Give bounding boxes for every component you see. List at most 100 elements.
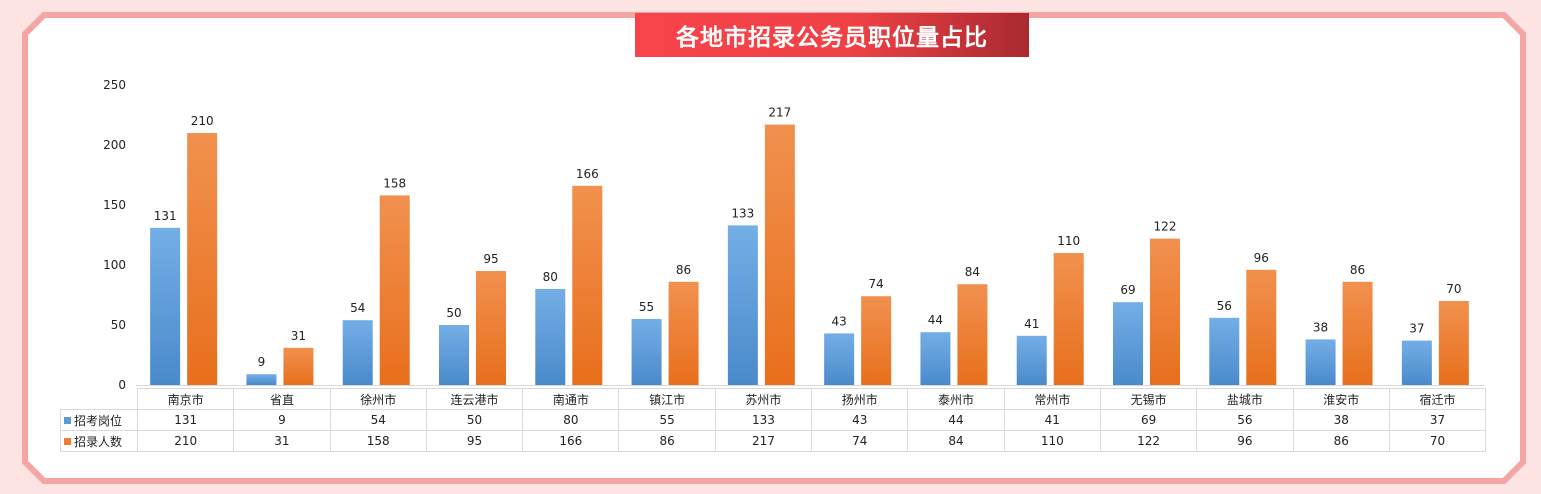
bar-positions-0 [150, 227, 181, 385]
bar-positions-4 [535, 289, 566, 385]
bar-hires-0 [187, 133, 218, 385]
legend-entry: 招录人数 [60, 430, 138, 452]
legend-swatch [64, 416, 71, 424]
bar-positions-8 [920, 332, 951, 385]
data-label-positions: 38 [1313, 320, 1328, 334]
table-cell: 86 [1292, 430, 1390, 452]
data-label-positions: 43 [832, 314, 847, 328]
bar-hires-11 [1246, 269, 1277, 385]
bar-hires-9 [1053, 253, 1084, 385]
bar-positions-12 [1305, 339, 1336, 385]
data-label-hires: 110 [1057, 234, 1080, 248]
bar-hires-12 [1342, 281, 1373, 385]
table-cell: 217 [714, 430, 813, 452]
table-cell: 166 [522, 430, 620, 452]
category-label: 淮安市 [1292, 388, 1390, 410]
table-cell: 44 [907, 409, 1005, 431]
data-label-positions: 80 [543, 270, 558, 284]
table-cell: 70 [1388, 430, 1487, 452]
data-label-positions: 50 [446, 306, 461, 320]
category-label: 泰州市 [907, 388, 1005, 410]
data-label-hires: 96 [1254, 251, 1269, 265]
bar-hires-8 [957, 284, 988, 385]
table-cell: 80 [522, 409, 620, 431]
table-corner [60, 388, 138, 410]
data-label-hires: 217 [768, 106, 791, 120]
data-label-positions: 41 [1024, 317, 1039, 331]
table-cell: 37 [1388, 409, 1487, 431]
data-label-hires: 95 [483, 252, 498, 266]
category-label: 盐城市 [1196, 388, 1294, 410]
series-name: 招录人数 [74, 434, 123, 449]
y-tick-label: 50 [111, 318, 126, 332]
table-cell: 41 [1003, 409, 1101, 431]
table-cell: 38 [1292, 409, 1390, 431]
table-cell: 9 [233, 409, 331, 431]
data-table: 南京市 省直 徐州市 连云港市 南通市 镇江市 苏州市 扬州市 泰州市 常州市 无锡市 盐城市 淮安市宿… [60, 388, 1487, 452]
data-label-hires: 70 [1446, 282, 1461, 296]
y-tick-label: 250 [103, 78, 126, 92]
bar-positions-5 [631, 319, 662, 385]
table-row: 招考岗位 131 9 54 50 80 55 133 43 44 41 69 56 38 37 [60, 409, 1487, 431]
data-label-positions: 44 [928, 313, 943, 327]
bar-hires-1 [283, 347, 314, 385]
data-label-positions: 56 [1217, 299, 1232, 313]
category-label: 常州市 [1003, 388, 1101, 410]
bar-positions-7 [824, 333, 855, 385]
data-label-positions: 133 [731, 206, 754, 220]
data-label-hires: 31 [291, 329, 306, 343]
table-cell: 55 [618, 409, 716, 431]
data-label-hires: 122 [1154, 220, 1177, 234]
bar-hires-2 [379, 195, 410, 385]
category-label: 南京市 [136, 388, 235, 410]
table-cell: 122 [1099, 430, 1198, 452]
category-label: 宿迁市 [1388, 388, 1487, 410]
bar-positions-2 [342, 320, 373, 385]
table-cell: 95 [425, 430, 524, 452]
category-label: 连云港市 [425, 388, 524, 410]
data-label-positions: 131 [154, 209, 177, 223]
bar-hires-6 [764, 124, 795, 385]
data-label-hires: 210 [191, 114, 214, 128]
data-label-positions: 37 [1409, 322, 1424, 336]
bar-positions-1 [246, 374, 277, 385]
data-label-hires: 158 [383, 176, 406, 190]
category-label: 扬州市 [811, 388, 909, 410]
category-label: 无锡市 [1099, 388, 1198, 410]
data-label-hires: 86 [676, 263, 691, 277]
y-tick-label: 150 [103, 198, 126, 212]
y-tick-label: 200 [103, 138, 126, 152]
bar-hires-5 [668, 281, 699, 385]
data-label-positions: 69 [1120, 283, 1135, 297]
table-cell: 158 [329, 430, 427, 452]
bar-positions-9 [1016, 335, 1047, 385]
bar-positions-10 [1113, 302, 1143, 385]
table-cell: 86 [618, 430, 716, 452]
y-tick-label: 100 [103, 258, 126, 272]
category-label: 徐州市 [329, 388, 427, 410]
bar-hires-3 [476, 271, 506, 385]
table-cell: 133 [714, 409, 813, 431]
data-label-hires: 74 [869, 277, 884, 291]
table-cell: 74 [811, 430, 909, 452]
y-tick-label: 0 [118, 378, 126, 392]
table-header-row: 南京市 省直 徐州市 连云港市 南通市 镇江市 苏州市 扬州市 泰州市 常州市 无锡市 盐城市 淮安市宿… [60, 388, 1487, 410]
table-cell: 210 [136, 430, 235, 452]
table-cell: 131 [136, 409, 235, 431]
chart-title: 各地市招录公务员职位量占比 [635, 13, 1029, 57]
data-label-positions: 54 [350, 301, 365, 315]
table-cell: 84 [907, 430, 1005, 452]
table-cell: 54 [329, 409, 427, 431]
data-label-positions: 55 [639, 300, 654, 314]
category-label: 苏州市 [714, 388, 813, 410]
bar-positions-13 [1401, 340, 1432, 385]
category-label: 省直 [233, 388, 331, 410]
legend-entry: 招考岗位 [60, 409, 138, 431]
bar-hires-10 [1150, 238, 1180, 385]
table-row: 招录人数 210 31 158 95 166 86 217 74 84 110 122 96 86 70 [60, 430, 1487, 452]
data-label-hires: 166 [576, 167, 599, 181]
bar-hires-7 [861, 296, 892, 385]
category-label: 镇江市 [618, 388, 716, 410]
data-label-positions: 9 [258, 355, 266, 369]
